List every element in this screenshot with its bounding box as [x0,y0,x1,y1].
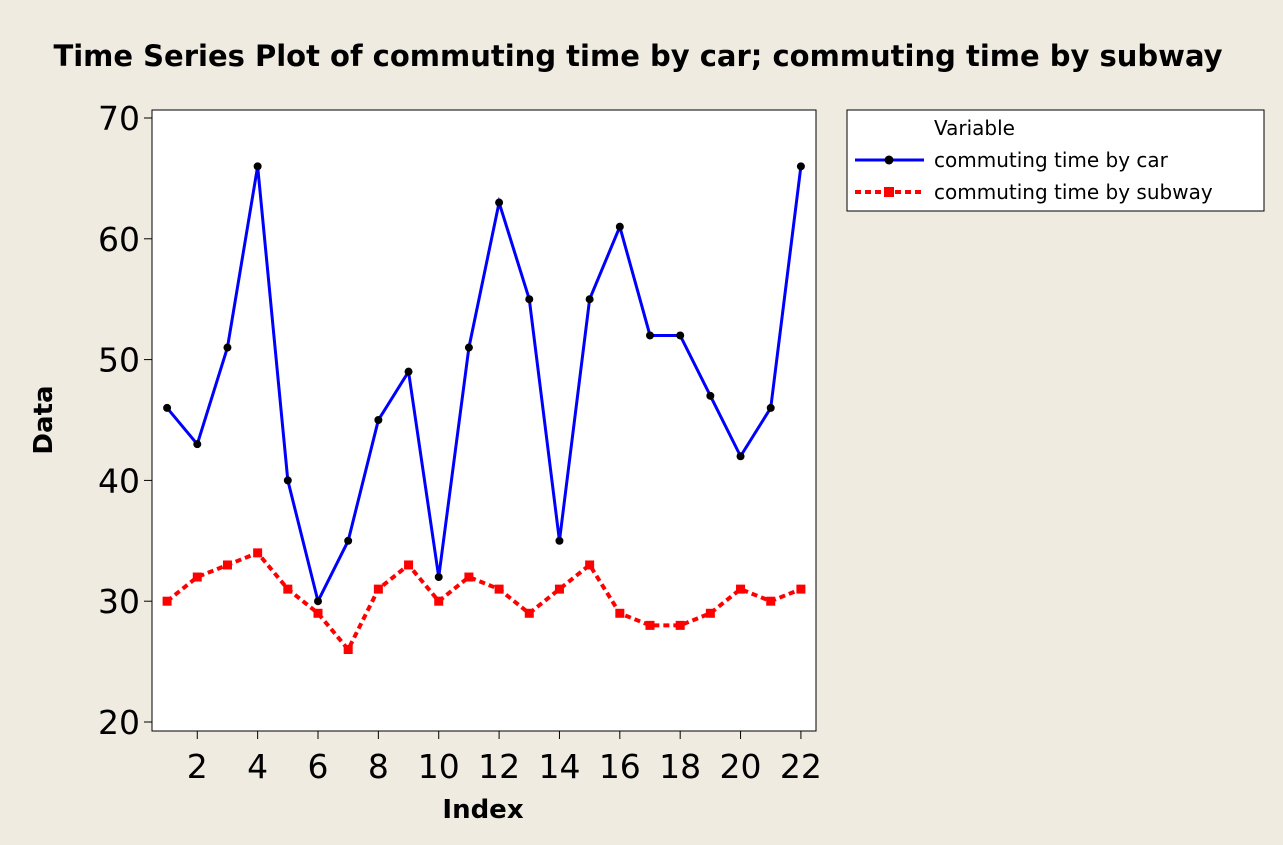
subway-data-point [464,572,474,582]
x-axis-label: Index [442,795,523,825]
legend-car-label: commuting time by car [934,148,1169,172]
chart-title: Time Series Plot of commuting time by ca… [53,39,1222,73]
car-data-point [253,162,262,171]
y-tick-label: 20 [98,703,140,742]
legend-subway-marker [884,187,894,197]
car-data-point [193,440,202,449]
subway-data-point [645,620,655,630]
car-data-point [585,295,594,304]
car-data-point [676,331,685,340]
car-data-point [283,476,292,485]
car-data-point [796,162,805,171]
subway-data-point [162,596,172,606]
subway-data-point [222,560,232,570]
x-tick-label: 18 [659,747,701,786]
subway-data-point [736,584,746,594]
car-data-point [404,367,413,376]
subway-data-point [343,645,353,655]
subway-data-point [705,608,715,618]
subway-data-point [796,584,806,594]
y-tick-label: 40 [98,461,140,500]
car-data-point [434,573,443,582]
x-tick-label: 12 [478,747,520,786]
car-data-point [464,343,473,352]
car-data-point [615,222,624,231]
x-tick-label: 16 [599,747,641,786]
car-data-point [766,403,775,412]
car-data-point [495,198,504,207]
subway-data-point [675,620,685,630]
x-tick-label: 8 [368,747,389,786]
car-data-point [525,295,534,304]
legend-title: Variable [934,116,1015,140]
subway-data-point [434,596,444,606]
y-tick-label: 30 [98,582,140,621]
car-data-point [374,416,383,424]
subway-data-point [766,596,776,606]
car-data-point [163,403,172,412]
x-tick-label: 2 [187,747,208,786]
car-data-point [555,536,564,545]
subway-data-point [192,572,202,582]
car-data-point [344,536,353,545]
series-line-subway [165,550,802,654]
x-tick-label: 14 [538,747,580,786]
series-line-car [165,166,803,606]
subway-data-point [373,584,383,594]
subway-data-point [585,560,595,570]
y-axis-label: Data [29,385,59,454]
y-tick-label: 50 [98,341,140,380]
x-tick-label: 4 [247,747,268,786]
subway-data-point [283,584,293,594]
x-tick-label: 6 [308,747,329,786]
y-tick-label: 70 [98,99,140,138]
car-data-point [706,391,715,400]
x-tick-label: 10 [418,747,460,786]
car-data-point [736,452,745,461]
subway-data-point [554,584,564,594]
car-data-point [646,331,654,340]
x-tick-label: 20 [720,747,762,786]
subway-data-point [524,608,534,618]
legend: Variable commuting time by car commuting… [846,109,1265,212]
car-data-point [223,343,232,352]
y-tick-label: 60 [98,220,140,259]
subway-data-point [253,548,263,558]
x-tick-label: 22 [780,747,822,786]
subway-data-point [615,608,625,618]
car-data-point [314,597,322,606]
subway-data-point [404,560,414,570]
legend-car-marker [884,155,894,165]
subway-data-point [313,608,323,618]
legend-subway-label: commuting time by subway [934,180,1213,204]
subway-data-point [494,584,504,594]
